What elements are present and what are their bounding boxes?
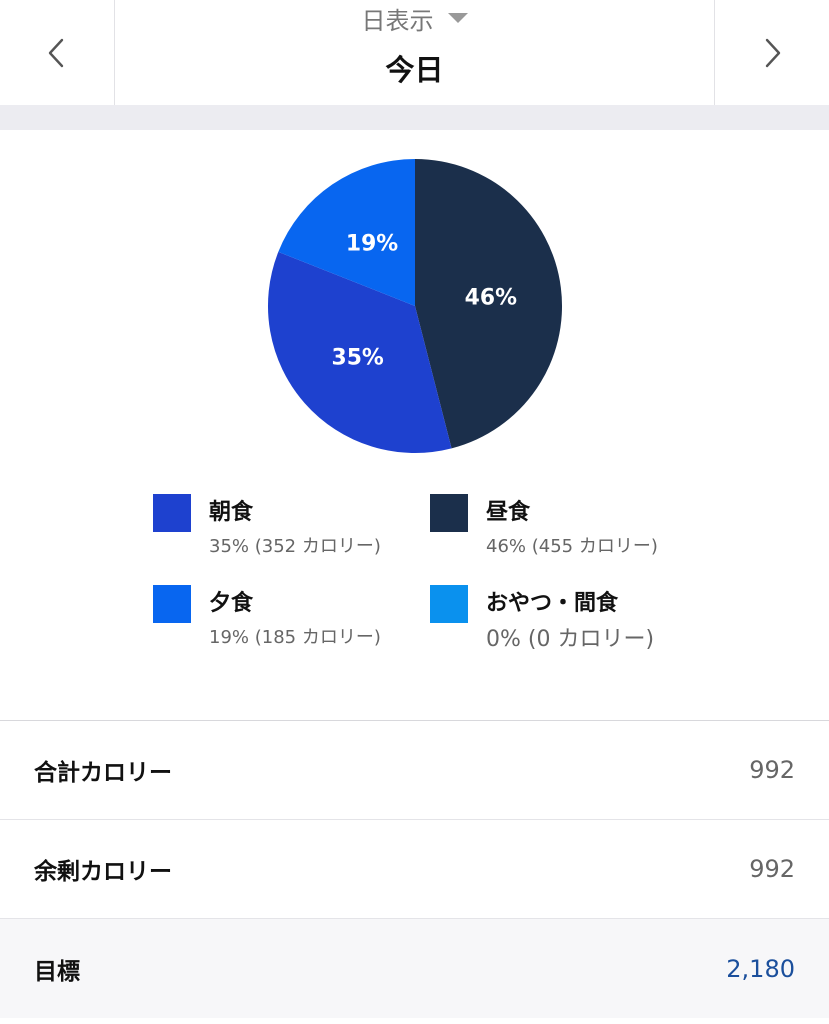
remaining-calories-row[interactable]: 余剰カロリー 992 bbox=[0, 820, 829, 919]
legend-swatch-snacks bbox=[430, 585, 468, 623]
legend-detail: 19% (185 カロリー) bbox=[209, 627, 381, 648]
date-title: 今日 bbox=[385, 53, 444, 87]
legend-detail: 0% (0 カロリー) bbox=[486, 627, 655, 652]
legend-detail: 46% (455 カロリー) bbox=[486, 536, 658, 557]
legend-swatch-breakfast bbox=[153, 494, 191, 532]
legend-item-snacks: おやつ・間食 0% (0 カロリー) bbox=[430, 583, 700, 653]
date-selector: 日表示 今日 bbox=[114, 0, 715, 105]
legend-name: 朝食 bbox=[209, 500, 254, 525]
calorie-breakdown-section: 46% 35% 19% 朝食 35% (352 カロリー) 昼食 46% (455 … bbox=[0, 130, 829, 720]
remaining-calories-label: 余剰カロリー bbox=[34, 859, 172, 885]
legend-item-dinner: 夕食 19% (185 カロリー) bbox=[153, 583, 423, 653]
legend-swatch-dinner bbox=[153, 585, 191, 623]
pie-legend: 朝食 35% (352 カロリー) 昼食 46% (455 カロリー) 夕食 1… bbox=[153, 492, 713, 662]
legend-name: おやつ・間食 bbox=[486, 591, 619, 616]
section-divider bbox=[0, 105, 829, 130]
view-mode-label: 日表示 bbox=[361, 6, 434, 35]
legend-item-breakfast: 朝食 35% (352 カロリー) bbox=[153, 492, 423, 562]
pie-slice-label-0: 46% bbox=[465, 285, 517, 310]
legend-item-lunch: 昼食 46% (455 カロリー) bbox=[430, 492, 700, 562]
pie-slice-1 bbox=[267, 251, 452, 454]
total-calories-label: 合計カロリー bbox=[34, 760, 172, 786]
legend-detail: 35% (352 カロリー) bbox=[209, 536, 381, 557]
next-day-button[interactable] bbox=[715, 0, 829, 105]
pie-slice-label-2: 19% bbox=[346, 232, 398, 257]
total-calories-row[interactable]: 合計カロリー 992 bbox=[0, 721, 829, 820]
calorie-summary-list: 合計カロリー 992 余剰カロリー 992 目標 2,180 bbox=[0, 720, 829, 1024]
view-mode-dropdown[interactable]: 日表示 bbox=[361, 3, 468, 35]
goal-calories-row[interactable]: 目標 2,180 bbox=[0, 919, 829, 1018]
pie-slice-label-1: 35% bbox=[332, 346, 384, 371]
meal-calorie-pie-chart: 46% 35% 19% bbox=[267, 158, 563, 454]
pie-slice-2 bbox=[278, 158, 415, 306]
goal-value: 2,180 bbox=[726, 954, 795, 983]
chevron-left-icon bbox=[48, 38, 64, 67]
date-navigation-header: 日表示 今日 bbox=[0, 0, 829, 105]
dropdown-caret-icon bbox=[447, 13, 468, 23]
legend-swatch-lunch bbox=[430, 494, 468, 532]
legend-name: 昼食 bbox=[486, 500, 531, 525]
previous-day-button[interactable] bbox=[0, 0, 114, 105]
legend-name: 夕食 bbox=[209, 591, 254, 616]
total-calories-value: 992 bbox=[749, 756, 795, 784]
chevron-right-icon bbox=[765, 38, 781, 67]
pie-slice-0 bbox=[415, 158, 563, 449]
remaining-calories-value: 992 bbox=[749, 855, 795, 883]
goal-label: 目標 bbox=[34, 958, 80, 985]
